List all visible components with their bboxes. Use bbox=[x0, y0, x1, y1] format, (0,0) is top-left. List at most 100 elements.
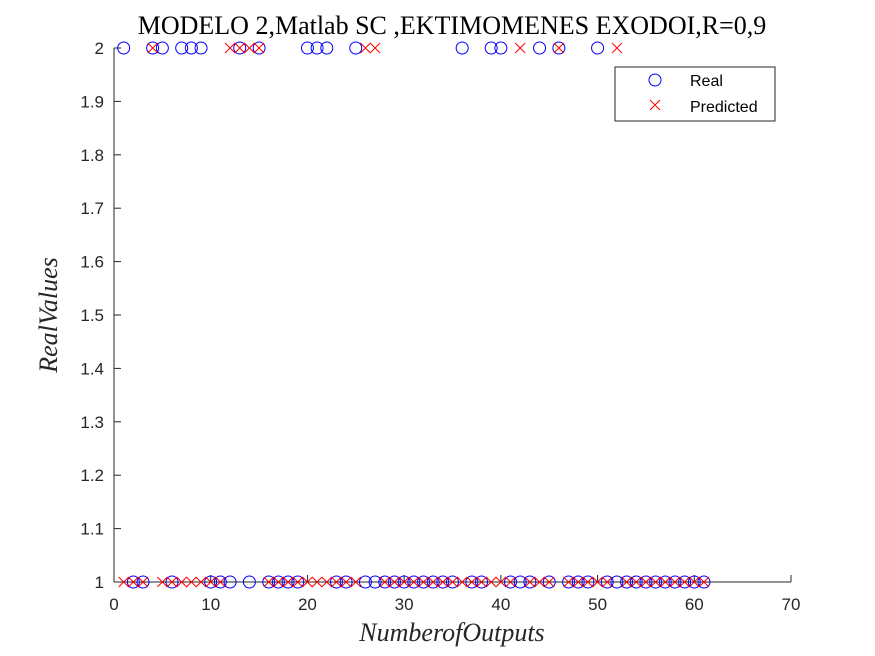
real-point bbox=[339, 575, 353, 589]
predicted-point bbox=[447, 576, 458, 588]
predicted-point bbox=[311, 576, 323, 588]
series-layer bbox=[117, 41, 711, 589]
predicted-point bbox=[147, 42, 159, 54]
real-point bbox=[397, 575, 411, 589]
real-point bbox=[591, 41, 605, 55]
real-point bbox=[504, 575, 518, 589]
real-point bbox=[610, 575, 624, 589]
predicted-point bbox=[418, 576, 429, 588]
y-tick-label: 1.1 bbox=[80, 520, 104, 539]
predicted-point bbox=[205, 576, 217, 588]
real-point bbox=[233, 41, 247, 55]
real-point bbox=[155, 41, 169, 55]
predicted-point bbox=[302, 576, 313, 588]
y-tick-label: 1.5 bbox=[80, 306, 104, 325]
predicted-point bbox=[118, 576, 130, 588]
predicted-point bbox=[350, 576, 362, 588]
real-point bbox=[523, 575, 537, 589]
predicted-point bbox=[273, 576, 284, 588]
y-tick-label: 1.8 bbox=[80, 146, 104, 165]
predicted-point bbox=[224, 42, 236, 54]
predicted-point bbox=[582, 576, 594, 588]
real-point bbox=[368, 575, 382, 589]
real-point bbox=[446, 575, 459, 589]
real-point bbox=[639, 575, 653, 589]
predicted-point bbox=[427, 576, 439, 588]
real-point bbox=[658, 575, 672, 589]
real-point bbox=[378, 575, 392, 589]
real-point bbox=[668, 575, 682, 589]
predicted-point bbox=[640, 576, 652, 588]
predicted-point bbox=[157, 576, 168, 588]
predicted-point bbox=[389, 576, 400, 588]
real-point bbox=[678, 575, 692, 589]
predicted-point bbox=[601, 576, 613, 588]
predicted-point bbox=[195, 576, 207, 588]
real-point bbox=[407, 575, 421, 589]
predicted-point bbox=[166, 576, 178, 588]
real-point bbox=[146, 41, 160, 55]
y-tick-label: 2 bbox=[95, 39, 104, 58]
y-tick-label: 1.6 bbox=[80, 253, 104, 272]
real-point bbox=[204, 575, 218, 589]
real-point bbox=[533, 41, 547, 55]
legend: Real Predicted bbox=[614, 66, 776, 122]
real-point bbox=[329, 575, 343, 589]
series-real bbox=[117, 41, 711, 589]
x-tick-label: 30 bbox=[395, 595, 414, 614]
y-tick-label: 1.9 bbox=[80, 92, 104, 111]
real-point bbox=[649, 575, 663, 589]
real-point bbox=[349, 41, 363, 55]
real-point bbox=[542, 575, 556, 589]
x-tick-label: 20 bbox=[298, 595, 317, 614]
real-point bbox=[552, 41, 566, 55]
predicted-point bbox=[398, 576, 410, 588]
real-point bbox=[571, 575, 585, 589]
predicted-point bbox=[495, 576, 507, 588]
predicted-point bbox=[379, 576, 391, 588]
real-point bbox=[300, 41, 314, 55]
predicted-point bbox=[369, 42, 381, 54]
real-point bbox=[213, 575, 227, 589]
x-tick-label: 40 bbox=[491, 595, 510, 614]
predicted-point bbox=[669, 576, 681, 588]
real-point bbox=[165, 575, 179, 589]
predicted-point bbox=[553, 42, 565, 54]
legend-label-predicted: Predicted bbox=[690, 99, 758, 116]
predicted-point bbox=[621, 576, 632, 588]
predicted-point bbox=[137, 576, 149, 588]
predicted-point bbox=[476, 576, 487, 588]
real-point bbox=[687, 575, 701, 589]
predicted-point bbox=[543, 576, 555, 588]
real-point bbox=[271, 575, 285, 589]
real-point bbox=[358, 575, 372, 589]
predicted-point bbox=[186, 576, 197, 588]
predicted-point bbox=[611, 42, 623, 54]
real-point bbox=[242, 575, 256, 589]
real-point bbox=[281, 575, 295, 589]
real-point bbox=[513, 575, 527, 589]
predicted-point bbox=[659, 576, 671, 588]
real-point bbox=[136, 575, 150, 589]
predicted-point bbox=[176, 576, 188, 588]
predicted-point bbox=[253, 42, 265, 54]
real-point bbox=[494, 41, 508, 55]
predicted-point bbox=[340, 576, 352, 588]
predicted-point bbox=[679, 576, 690, 588]
x-tick-label: 50 bbox=[588, 595, 607, 614]
x-tick-label: 70 bbox=[782, 595, 801, 614]
predicted-point bbox=[563, 576, 574, 588]
predicted-point bbox=[534, 576, 545, 588]
real-point bbox=[562, 575, 576, 589]
real-point bbox=[175, 41, 189, 55]
real-point bbox=[581, 575, 595, 589]
predicted-point bbox=[215, 576, 226, 588]
chart-title: MODELO 2,Matlab SC ,EKTIMOMENES EXODOI,R… bbox=[138, 11, 767, 40]
real-point bbox=[629, 575, 643, 589]
predicted-point bbox=[456, 576, 468, 588]
predicted-point bbox=[466, 576, 478, 588]
predicted-point bbox=[572, 576, 584, 588]
predicted-point bbox=[505, 576, 516, 588]
predicted-point bbox=[485, 576, 497, 588]
